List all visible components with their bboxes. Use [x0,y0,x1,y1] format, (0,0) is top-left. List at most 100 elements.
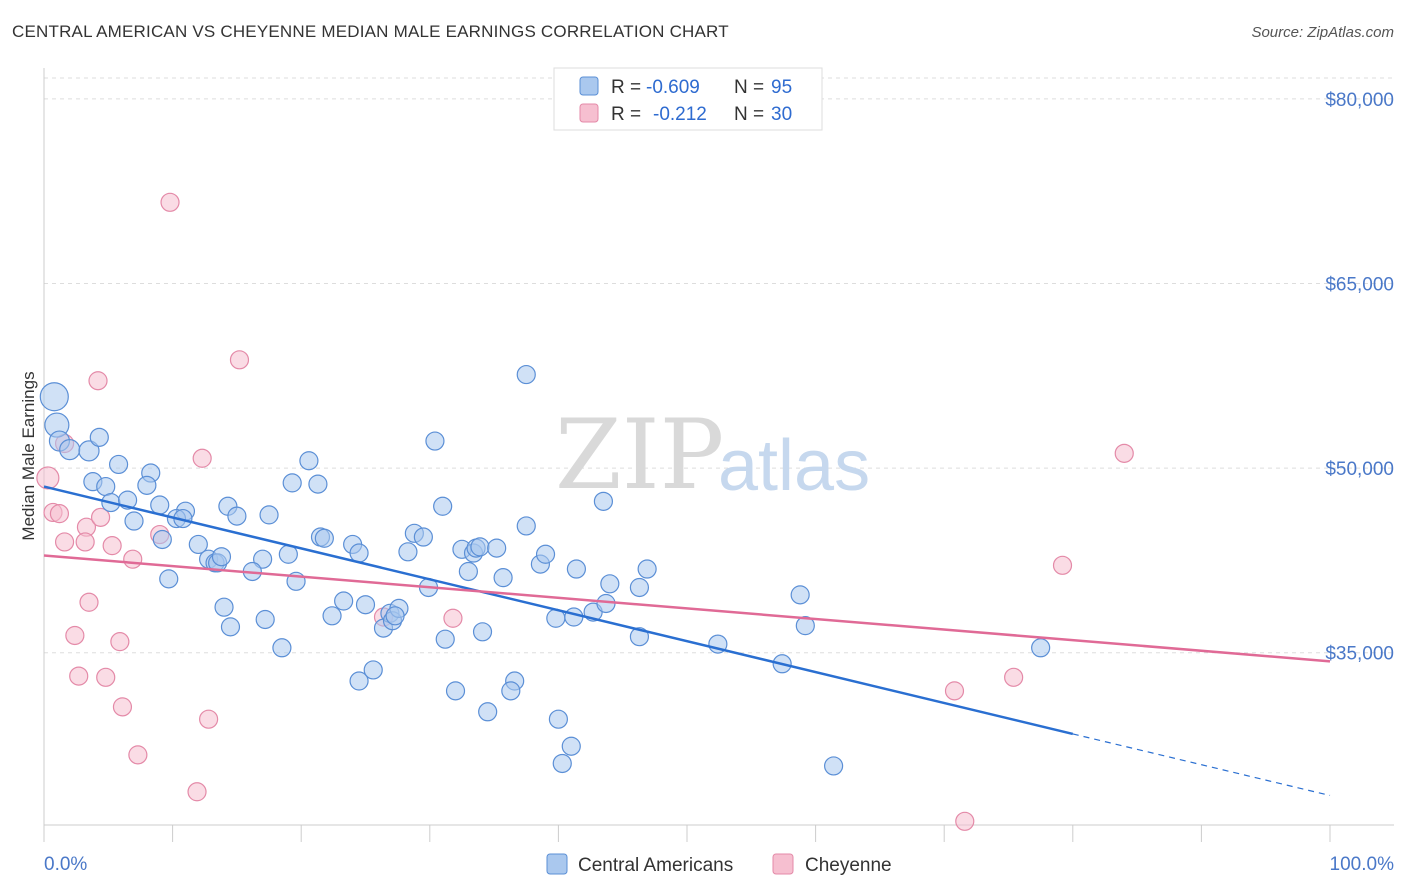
central-americans-point-80 [1031,638,1051,658]
central-americans-point-60 [255,609,275,630]
cheyenne-point-27 [955,811,975,831]
y-tick-label-1: $50,000 [1325,459,1394,480]
cheyenne-point-5 [160,192,180,212]
central-americans-point-84 [445,681,466,701]
central-americans-point-55 [637,559,657,579]
central-americans-point-23 [308,474,328,494]
cheyenne-point-26 [944,681,965,701]
legend-top: R = -0.609 N = 95 R = -0.212 N = 30 [553,67,823,131]
watermark-zip: ZIP [555,399,724,511]
watermark-atlas: atlas [718,426,870,506]
central-americans-point-42 [413,527,433,547]
y-tick-label-3: $80,000 [1325,90,1394,111]
legend-r-label-1: R = [611,77,641,98]
series-central-americans [36,192,1134,831]
central-americans-point-22 [299,451,319,471]
cheyenne-point-29 [1052,555,1073,575]
cheyenne-point-25 [443,608,463,628]
central-americans-point-94 [385,606,405,626]
cheyenne-point-30 [1114,443,1134,463]
central-americans-point-5 [89,427,109,447]
central-americans-point-47 [470,537,490,557]
central-americans-point-20 [259,505,279,525]
central-americans-point-82 [349,671,369,691]
central-americans-point-27 [593,491,614,511]
legend-bottom: Central Americans Cheyenne [546,853,892,876]
cheyenne-point-19 [96,667,116,687]
chart-title: CENTRAL AMERICAN VS CHEYENNE MEDIAN MALE… [12,22,729,41]
legend-n-value-2: 30 [771,104,792,125]
legend-bottom-swatch-blue [546,853,568,875]
legend-bottom-label-central-americans: Central Americans [578,855,733,876]
legend-r-value-1: -0.609 [646,77,700,98]
central-americans-point-50 [516,516,536,536]
central-americans-point-9 [96,476,116,497]
central-americans-point-73 [564,607,584,627]
central-americans-point-28 [152,529,172,550]
trend-lines [43,485,1331,797]
central-americans-point-54 [629,577,650,598]
axes [43,68,1394,842]
cheyenne-point-9 [90,507,111,527]
central-americans-point-76 [629,627,650,647]
cheyenne-point-28 [1004,667,1024,687]
cheyenne-point-15 [79,592,99,612]
central-americans-point-4 [78,440,100,462]
central-americans-point-37 [314,528,334,548]
central-americans-point-25 [433,496,453,516]
central-americans-point-56 [159,569,179,589]
legend-swatch-blue [579,76,599,96]
central-americans-point-87 [501,681,521,701]
legend-box [553,67,823,131]
cheyenne-point-4 [88,371,108,391]
cheyenne-point-11 [75,532,95,552]
central-americans-point-34 [253,549,273,569]
chart-source: Source: ZipAtlas.com [1251,24,1394,41]
series-central-americans-points [39,364,1051,776]
cheyenne-point-10 [54,532,75,552]
central-americans-point-81 [272,638,292,658]
central-americans-point-52 [535,544,556,564]
central-americans-point-33 [211,547,232,567]
cheyenne-point-17 [110,632,130,652]
legend-n-value-1: 95 [771,77,792,98]
y-axis-label: Median Male Earnings [19,371,38,540]
cheyenne-point-12 [102,536,122,556]
legend-r-value-2: -0.212 [653,104,707,125]
cheyenne-point-7 [192,448,212,468]
central-americans-point-19 [227,506,247,526]
central-americans-point-93 [824,756,844,776]
central-americans-point-90 [552,753,572,774]
central-americans-point-63 [334,591,354,611]
central-americans-point-39 [349,543,369,563]
central-americans-point-10 [137,475,157,495]
central-americans-point-71 [472,622,493,642]
trend-line-cheyenne [43,554,1331,663]
legend-bottom-label-cheyenne: Cheyenne [805,855,892,876]
trend-line-central-americans [43,485,1074,736]
central-americans-point-24 [425,431,445,451]
legend-bottom-swatch-pink [772,853,794,875]
central-americans-point-29 [188,534,208,555]
legend-n-label-2: N = [734,104,764,125]
cheyenne-point-23 [187,782,207,802]
central-americans-point-44 [458,561,478,582]
y-tick-label-2: $65,000 [1325,275,1394,296]
central-americans-point-40 [398,542,418,562]
cheyenne-point-22 [199,709,219,729]
central-americans-point-26 [516,364,536,385]
cheyenne-point-13 [123,549,143,569]
central-americans-point-70 [435,629,455,649]
central-americans-point-88 [548,709,569,729]
central-americans-point-85 [478,702,498,722]
central-americans-point-0 [39,382,69,412]
cheyenne-point-21 [128,745,148,765]
central-americans-point-61 [220,617,241,637]
central-americans-point-13 [150,495,170,515]
central-americans-point-21 [282,473,302,493]
central-americans-point-83 [363,660,383,680]
cheyenne-point-6 [229,350,250,370]
central-americans-point-64 [355,595,376,615]
central-americans-point-49 [493,568,513,588]
